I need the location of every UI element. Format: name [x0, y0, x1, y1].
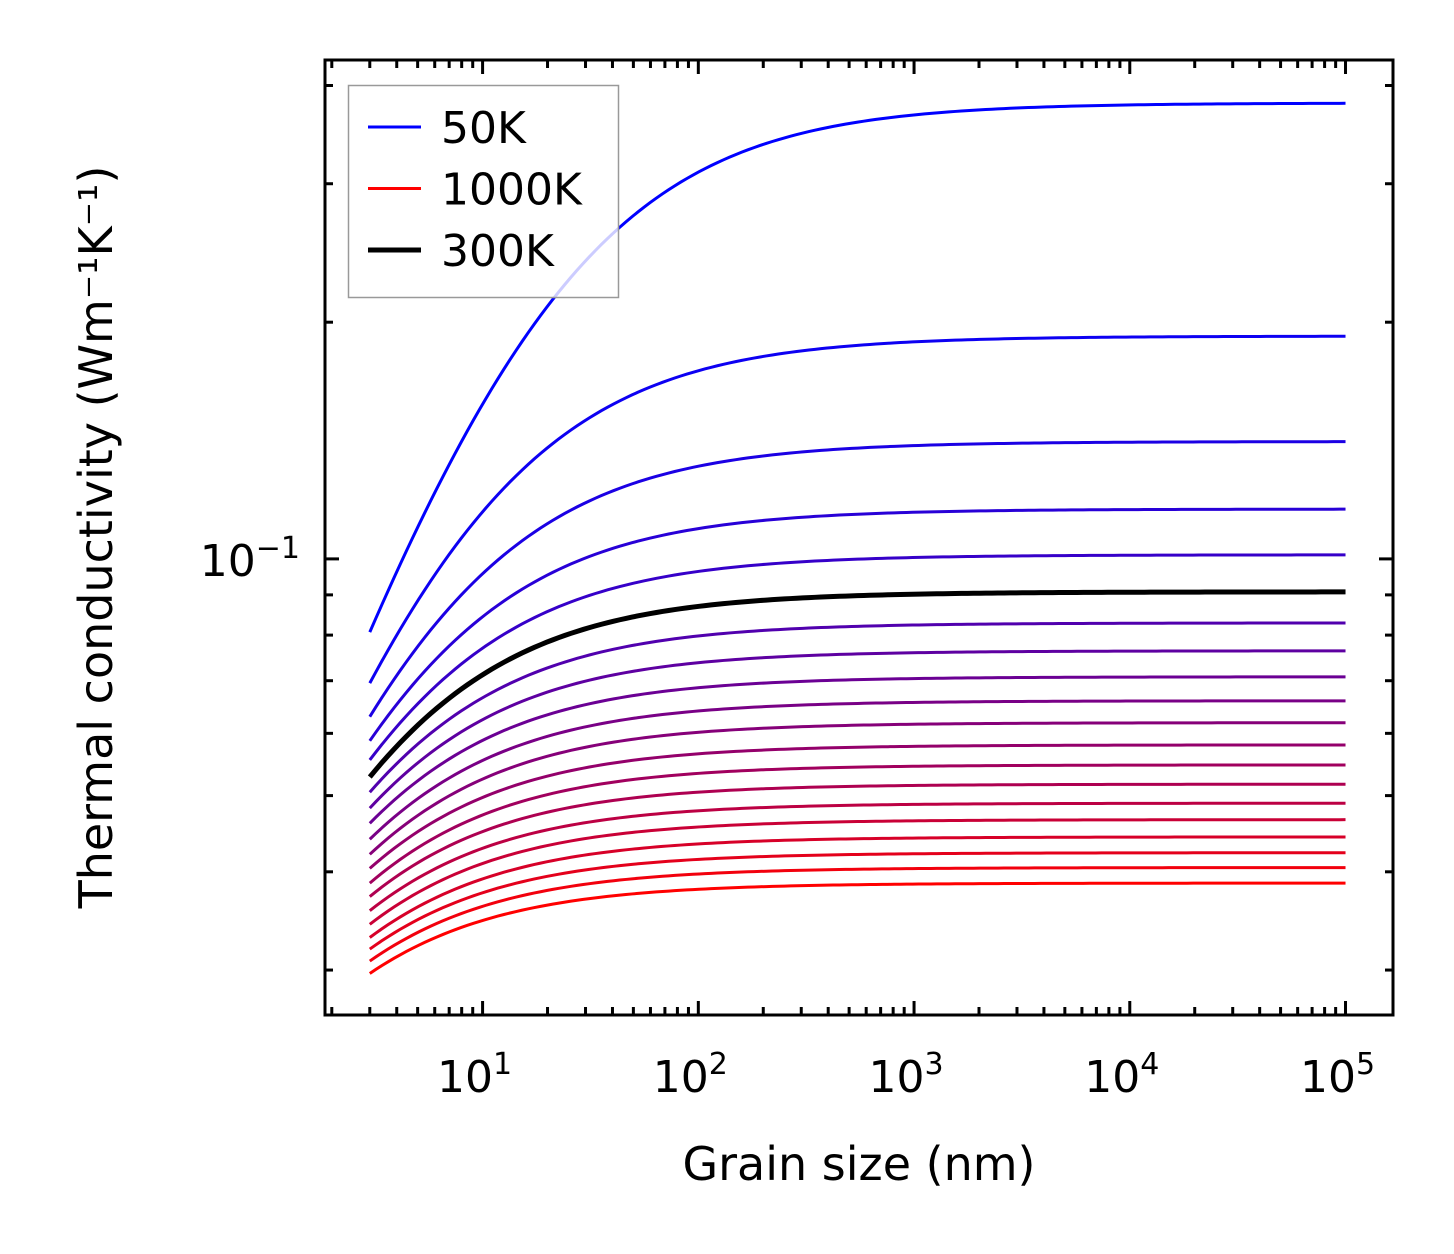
- x-tick-label-exponent: 4: [1140, 1047, 1159, 1082]
- curve-650K: [368, 763, 1346, 885]
- x-tick-label-base: 10: [1084, 1052, 1140, 1103]
- curve-800K: [368, 818, 1346, 926]
- curve-1000K: [368, 881, 1346, 975]
- curve-350K: [368, 621, 1346, 794]
- curve-850K: [368, 835, 1346, 939]
- x-tick-label-base: 10: [653, 1052, 709, 1103]
- x-tick-label-base: 10: [869, 1052, 925, 1103]
- x-tick-label-exponent: 2: [709, 1047, 728, 1082]
- x-axis-label: Grain size (nm): [683, 1137, 1036, 1191]
- legend-label: 1000K: [441, 165, 583, 216]
- curve-700K: [368, 782, 1346, 898]
- curve-250K: [368, 553, 1346, 761]
- x-tick-label: 103: [869, 1047, 944, 1103]
- legend-box: [347, 84, 620, 299]
- x-tick-label-base: 10: [1300, 1052, 1356, 1103]
- legend: 50K 1000K 300K: [347, 84, 620, 299]
- x-tick-label: 104: [1084, 1047, 1159, 1103]
- y-axis-label: Thermal conductivity (Wm⁻¹K⁻¹): [69, 166, 123, 910]
- curve-550K: [368, 721, 1346, 856]
- curve-100K: [368, 334, 1346, 684]
- x-tick-label-exponent: 5: [1356, 1047, 1375, 1082]
- curve-50K: [368, 101, 1346, 633]
- curve-150K: [368, 440, 1346, 718]
- x-tick-label: 102: [653, 1047, 728, 1103]
- x-tick-label: 105: [1300, 1047, 1375, 1103]
- curve-200K: [368, 507, 1346, 742]
- x-tick-label: 101: [437, 1047, 512, 1103]
- legend-label: 50K: [441, 103, 527, 154]
- x-tick-label-base: 10: [437, 1052, 493, 1103]
- curve-750K: [368, 801, 1346, 912]
- curve-950K: [368, 866, 1346, 963]
- curve-500K: [368, 699, 1346, 841]
- plot-frame: [323, 58, 1395, 1017]
- legend-label: 300K: [441, 226, 555, 277]
- curve-900K: [368, 851, 1346, 951]
- x-tick-label-exponent: 1: [493, 1047, 512, 1082]
- x-tick-label-exponent: 3: [925, 1047, 944, 1082]
- curve-300K: [367, 589, 1346, 779]
- curve-450K: [368, 675, 1346, 825]
- y-tick-label-base: 10: [200, 536, 256, 587]
- curves: [367, 101, 1346, 975]
- curve-600K: [368, 743, 1346, 870]
- y-tick-label-exponent: −1: [256, 531, 300, 566]
- y-tick-label: 10−1: [200, 531, 300, 587]
- curve-400K: [368, 649, 1346, 810]
